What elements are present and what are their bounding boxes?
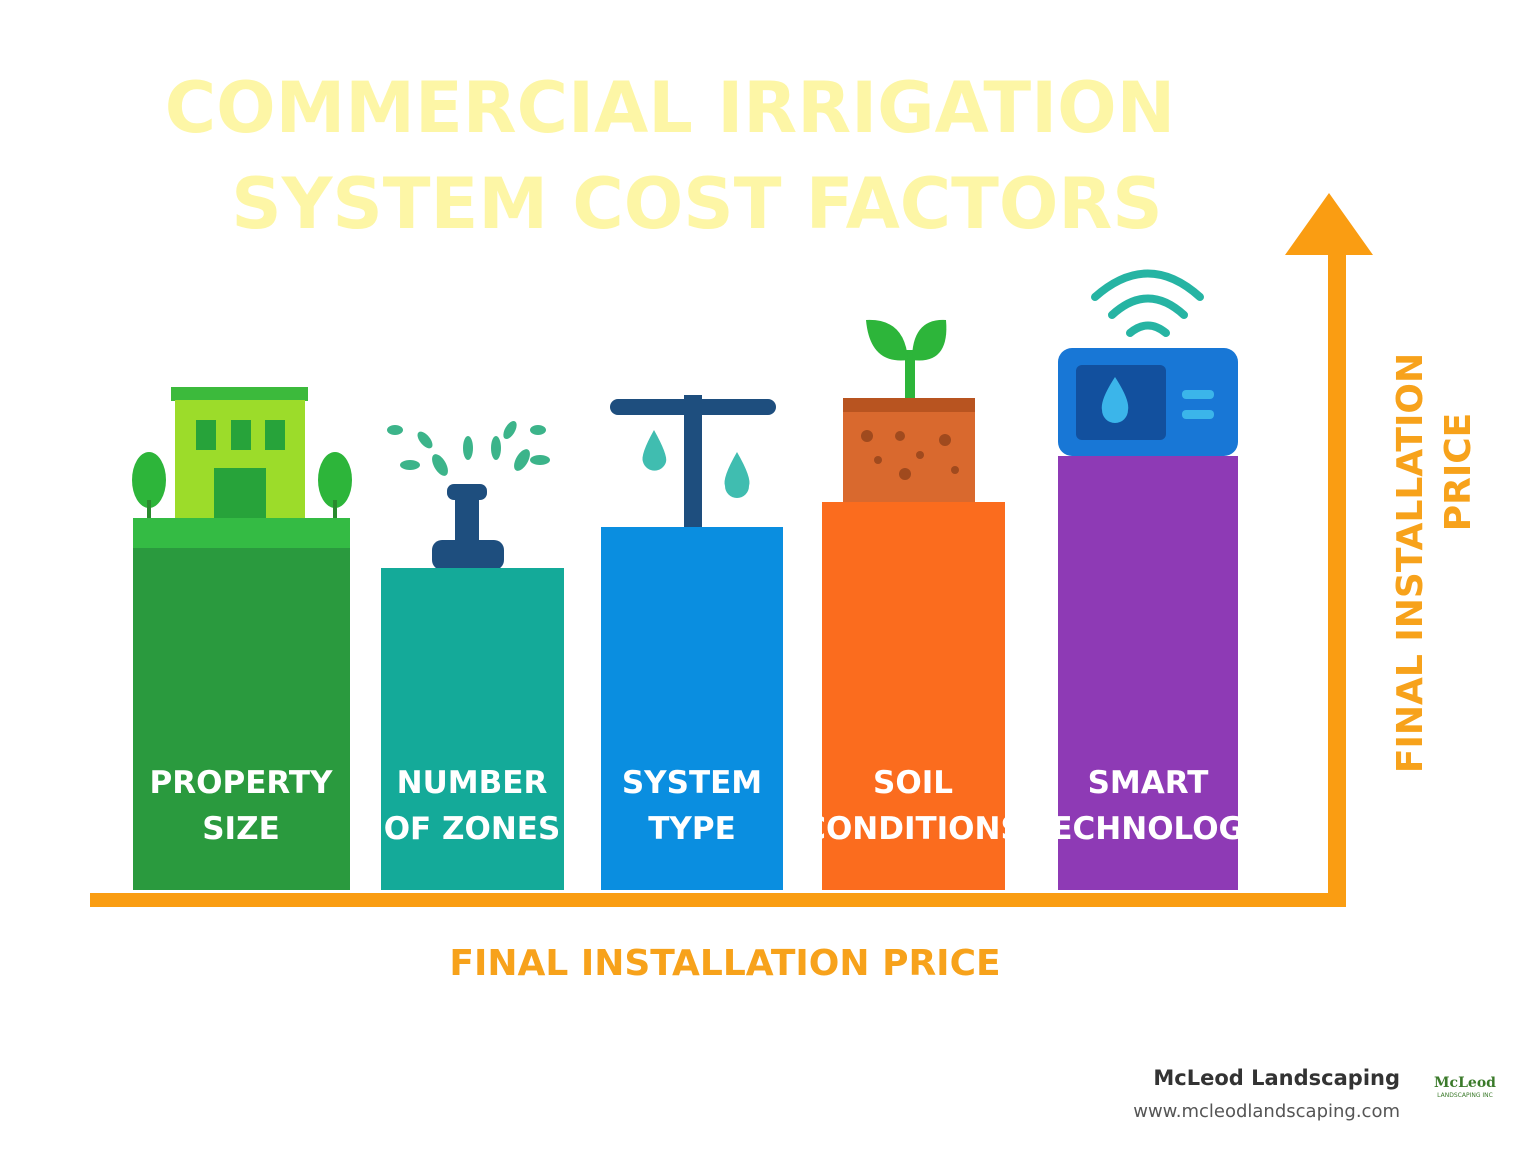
controller-icon: [1058, 269, 1238, 456]
title-line: COMMERCIAL IRRIGATION: [165, 67, 1175, 149]
factor-label: TYPE: [648, 811, 736, 847]
x-axis-label: FINAL INSTALLATION PRICE: [449, 943, 1000, 984]
logo: McLeod: [1434, 1075, 1496, 1091]
property-icon: [132, 387, 352, 520]
bar: [381, 568, 564, 890]
factor-label: SMART: [1088, 765, 1209, 801]
factor-label: TECHNOLOGY: [1030, 811, 1266, 847]
plant-icon: [843, 319, 975, 502]
factor-label: NUMBER: [397, 765, 548, 801]
factor-label: OF ZONES: [384, 811, 561, 847]
factor-label: SYSTEM: [622, 765, 762, 801]
valve-icon: [610, 395, 776, 528]
bar-top: [133, 518, 350, 548]
bar: [601, 527, 783, 890]
bar: [1058, 456, 1238, 890]
y-axis-label: PRICE: [1438, 413, 1479, 532]
logo: LANDSCAPING INC: [1437, 1092, 1493, 1099]
sprinkler-icon: [387, 420, 550, 570]
factor-label: SOIL: [873, 765, 953, 801]
url: www.mcleodlandscaping.com: [1133, 1101, 1400, 1122]
bar: [822, 502, 1005, 890]
factor-label: CONDITIONS: [803, 811, 1023, 847]
axis: [90, 193, 1373, 907]
factor-label: SIZE: [202, 811, 280, 847]
bar: [133, 518, 350, 890]
y-axis-label: FINAL INSTALLATION: [1390, 353, 1431, 773]
factor-label: PROPERTY: [150, 765, 333, 801]
title-line: SYSTEM COST FACTORS: [231, 163, 1162, 245]
company: McLeod Landscaping: [1153, 1066, 1400, 1090]
